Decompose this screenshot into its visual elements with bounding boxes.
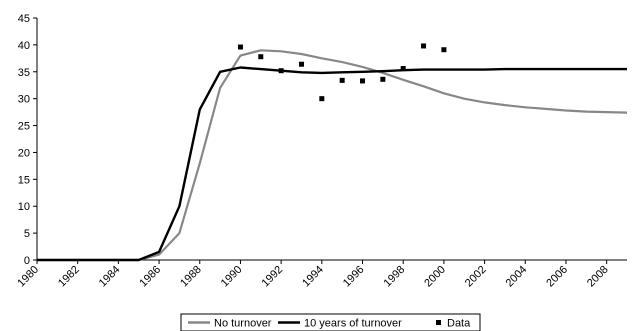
y-tick-label: 15 — [18, 174, 30, 186]
chart-axes: 0 5 10 15 20 25 30 35 40 45 1980 1982 1984 1986 1988 19… — [15, 13, 627, 289]
x-tick-label: 1980 — [15, 264, 41, 290]
data-point — [400, 66, 406, 72]
series-line-0 — [37, 49, 628, 262]
x-tick-label: 2002 — [463, 264, 489, 290]
x-tick-label: 1984 — [97, 264, 123, 290]
y-tick-label: 10 — [18, 201, 30, 213]
x-tick-label: 1982 — [56, 264, 82, 290]
data-point — [237, 44, 243, 50]
data-point — [380, 76, 386, 82]
x-tick-label: 2000 — [422, 264, 448, 290]
x-tick-label: 1998 — [382, 264, 408, 290]
x-tick-label: 1994 — [300, 264, 326, 290]
chart-legend: No turnover 10 years of turnover Data — [180, 313, 481, 331]
data-point — [298, 61, 304, 67]
y-tick-label: 35 — [18, 67, 30, 79]
x-tick-label: 2006 — [544, 264, 570, 290]
legend-swatch-2 — [436, 320, 441, 325]
legend-label-2: Data — [447, 318, 471, 330]
legend-label-0: No turnover — [214, 318, 272, 330]
legend-label-1: 10 years of turnover — [304, 318, 402, 330]
data-point — [339, 77, 345, 83]
x-tick-label: 1988 — [178, 264, 204, 290]
x-tick-label: 1992 — [259, 264, 285, 290]
x-tick-label: 2008 — [585, 264, 611, 290]
x-tick-label: 1990 — [219, 264, 245, 290]
data-point — [360, 78, 366, 84]
chart-series — [37, 43, 628, 262]
y-tick-label: 25 — [18, 121, 30, 133]
data-point — [319, 96, 325, 102]
data-point — [258, 54, 264, 60]
data-point — [278, 68, 284, 74]
data-point — [421, 43, 427, 49]
y-tick-label: 40 — [18, 40, 30, 52]
y-tick-label: 45 — [18, 13, 30, 25]
x-tick-label: 1986 — [137, 264, 163, 290]
y-tick-label: 5 — [24, 228, 30, 240]
x-tick-label: 1996 — [341, 264, 367, 290]
y-tick-label: 0 — [24, 255, 30, 267]
y-tick-label: 30 — [18, 94, 30, 106]
legend-box — [180, 313, 481, 331]
series-line-1 — [37, 66, 627, 262]
x-tick-label: 2004 — [504, 264, 530, 290]
y-tick-label: 20 — [18, 147, 30, 159]
data-point — [441, 47, 447, 53]
